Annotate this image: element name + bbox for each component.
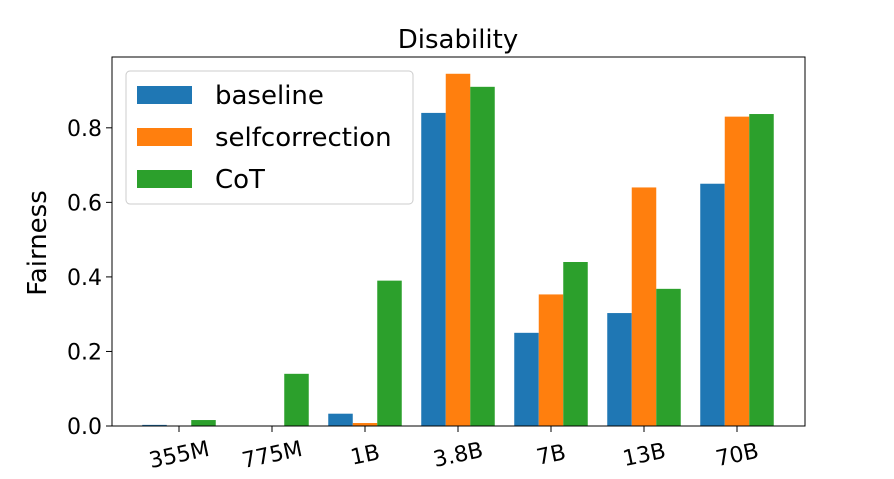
- bar-selfcorrection-3.8B: [445, 73, 471, 427]
- bar-selfcorrection-7B: [538, 294, 564, 426]
- bars-group: [142, 73, 774, 427]
- bar-selfcorrection-1B: [352, 423, 378, 426]
- legend-box: [125, 70, 414, 205]
- y-tick-label: 0.0: [67, 415, 102, 440]
- bar-baseline-70B: [700, 183, 725, 426]
- legend-label-baseline: baseline: [215, 81, 324, 111]
- legend-swatch-baseline: [137, 86, 192, 104]
- legend-swatch-CoT: [137, 170, 192, 188]
- x-tick-label: 355M: [147, 437, 212, 474]
- chart-title: Disability: [398, 25, 518, 55]
- x-tick-label: 7B: [534, 440, 568, 471]
- bar-CoT-13B: [656, 288, 681, 426]
- bar-baseline-355M: [142, 424, 167, 426]
- x-axis-ticks: 355M 775M 1B 3.8B 7B 13B 70B: [147, 426, 761, 474]
- x-tick-label: 775M: [240, 437, 305, 474]
- bar-selfcorrection-13B: [631, 187, 657, 426]
- bar-baseline-7B: [514, 332, 539, 426]
- x-tick-label: 70B: [714, 439, 761, 472]
- legend-label-CoT: CoT: [215, 165, 265, 195]
- bar-CoT-70B: [749, 114, 774, 426]
- x-tick-label: 3.8B: [431, 438, 485, 473]
- bar-baseline-1B: [328, 413, 353, 426]
- bar-selfcorrection-70B: [724, 116, 750, 426]
- x-tick-label: 1B: [348, 440, 382, 471]
- y-axis-ticks: 0.0 0.2 0.4 0.6 0.8: [67, 117, 112, 440]
- y-tick-label: 0.4: [67, 266, 102, 291]
- bar-CoT-3.8B: [470, 86, 495, 426]
- bar-CoT-355M: [191, 420, 216, 426]
- legend: baseline selfcorrection CoT: [125, 70, 414, 205]
- bar-baseline-13B: [607, 313, 632, 426]
- legend-label-selfcorrection: selfcorrection: [215, 123, 392, 153]
- y-tick-label: 0.6: [67, 191, 102, 216]
- plot-frame: [111, 56, 806, 427]
- y-tick-label: 0.8: [67, 117, 102, 142]
- bar-CoT-7B: [563, 262, 588, 426]
- bar-CoT-775M: [284, 373, 309, 426]
- bar-CoT-1B: [377, 280, 402, 426]
- bar-baseline-3.8B: [421, 112, 446, 426]
- x-tick-label: 13B: [621, 439, 668, 472]
- y-axis-label: Fairness: [23, 190, 53, 296]
- y-tick-label: 0.2: [67, 340, 102, 365]
- legend-swatch-selfcorrection: [137, 128, 192, 146]
